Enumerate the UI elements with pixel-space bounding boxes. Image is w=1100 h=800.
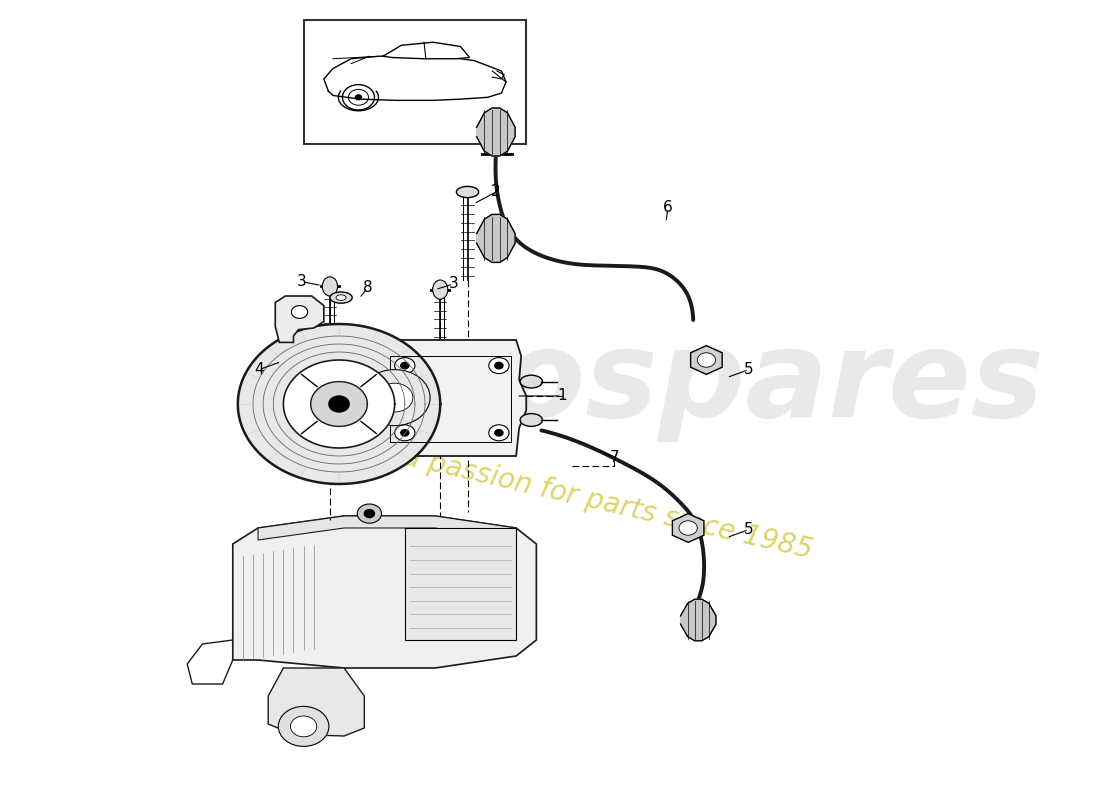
Polygon shape — [476, 214, 515, 262]
Polygon shape — [233, 516, 537, 668]
Circle shape — [400, 362, 409, 369]
Polygon shape — [383, 42, 470, 58]
Polygon shape — [476, 108, 515, 156]
Ellipse shape — [432, 280, 448, 299]
Polygon shape — [672, 514, 704, 542]
Polygon shape — [323, 55, 506, 100]
Ellipse shape — [520, 375, 542, 388]
Circle shape — [358, 504, 382, 523]
Circle shape — [495, 430, 503, 436]
Circle shape — [488, 425, 509, 441]
Text: 8: 8 — [363, 281, 372, 295]
Text: 1: 1 — [557, 389, 566, 403]
Circle shape — [679, 521, 697, 535]
Polygon shape — [351, 340, 526, 456]
Circle shape — [355, 95, 362, 100]
Polygon shape — [681, 599, 716, 641]
Bar — [304, 20, 526, 144]
Polygon shape — [275, 296, 323, 342]
Circle shape — [376, 383, 412, 412]
Circle shape — [290, 716, 317, 737]
Circle shape — [488, 358, 509, 374]
Polygon shape — [310, 382, 367, 426]
Polygon shape — [258, 516, 516, 540]
Text: 6: 6 — [663, 201, 673, 215]
Circle shape — [278, 706, 329, 746]
Ellipse shape — [520, 414, 542, 426]
Ellipse shape — [330, 292, 352, 303]
Circle shape — [292, 306, 308, 318]
Text: 4: 4 — [254, 362, 264, 377]
Circle shape — [400, 430, 409, 436]
Circle shape — [364, 510, 374, 518]
Polygon shape — [238, 324, 440, 484]
Text: 5: 5 — [744, 522, 754, 537]
Circle shape — [395, 358, 415, 374]
Polygon shape — [691, 346, 723, 374]
Text: 5: 5 — [744, 362, 754, 377]
Text: eurospares: eurospares — [272, 326, 1044, 442]
Text: 3: 3 — [297, 274, 307, 289]
Text: a passion for parts since 1985: a passion for parts since 1985 — [399, 443, 815, 565]
Text: 7: 7 — [609, 450, 619, 465]
Circle shape — [697, 353, 715, 367]
Polygon shape — [284, 360, 395, 448]
Ellipse shape — [336, 294, 346, 301]
Ellipse shape — [456, 186, 478, 198]
Polygon shape — [268, 668, 364, 736]
Circle shape — [329, 396, 349, 412]
Circle shape — [395, 425, 415, 441]
Circle shape — [495, 362, 503, 369]
Polygon shape — [405, 528, 516, 640]
Ellipse shape — [322, 277, 338, 296]
Text: 2: 2 — [491, 185, 501, 199]
Circle shape — [360, 370, 430, 426]
Text: 3: 3 — [449, 277, 459, 291]
